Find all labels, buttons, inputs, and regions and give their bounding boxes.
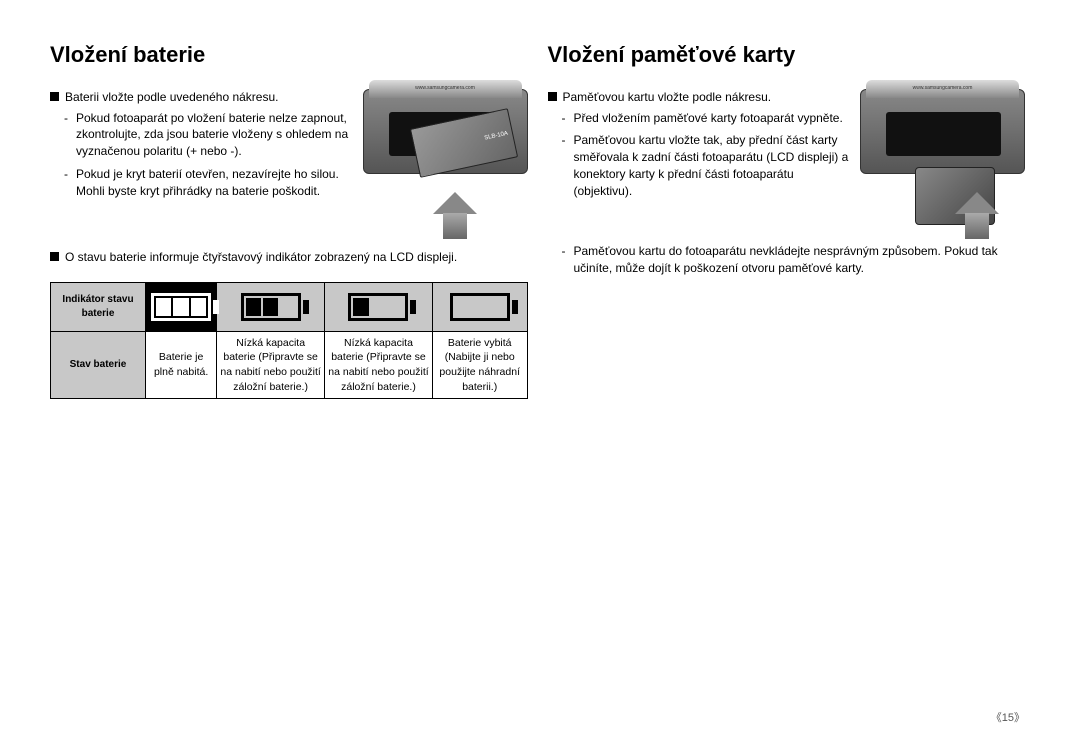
right-title: Vložení paměťové karty bbox=[548, 40, 1026, 71]
camera-top-label: www.samsungcamera.com bbox=[369, 80, 522, 98]
dash-list-wide: Paměťovou kartu do fotoaparátu nevkládej… bbox=[548, 243, 1026, 283]
left-section-row: Baterii vložte podle uvedeného nákresu. … bbox=[50, 89, 528, 239]
table-cell: Nízká kapacita baterie (Připravte se na … bbox=[217, 331, 325, 399]
table-cell: Nízká kapacita baterie (Připravte se na … bbox=[325, 331, 433, 399]
battery-icon-low-cell bbox=[325, 282, 433, 331]
battery-full-icon bbox=[151, 293, 211, 321]
arrow-up-icon bbox=[955, 192, 999, 239]
dash-item: Pokud fotoaparát po vložení baterie nelz… bbox=[64, 110, 353, 160]
table-header-cell: Indikátor stavu baterie bbox=[51, 282, 146, 331]
camera-body-shape: www.samsungcamera.com SLB-10A bbox=[363, 89, 528, 174]
table-row: Stav baterie Baterie je plně nabitá. Níz… bbox=[51, 331, 528, 399]
battery-status-table: Indikátor stavu baterie bbox=[50, 282, 528, 400]
table-header-cell: Stav baterie bbox=[51, 331, 146, 399]
battery-half-icon bbox=[241, 293, 301, 321]
camera-slot-shape bbox=[886, 112, 1001, 156]
left-column: Vložení baterie Baterii vložte podle uve… bbox=[50, 40, 528, 716]
table-cell: Baterie je plně nabitá. bbox=[146, 331, 217, 399]
bullet-line: Paměťovou kartu vložte podle nákresu. bbox=[548, 89, 851, 106]
bullet-line: Baterii vložte podle uvedeného nákresu. bbox=[50, 89, 353, 106]
battery-icon-full-cell bbox=[146, 282, 217, 331]
camera-top-label: www.samsungcamera.com bbox=[866, 80, 1019, 98]
memory-card-illustration: www.samsungcamera.com bbox=[860, 89, 1025, 239]
left-text-block: Baterii vložte podle uvedeného nákresu. … bbox=[50, 89, 353, 210]
manual-page: Vložení baterie Baterii vložte podle uve… bbox=[0, 0, 1080, 746]
dash-item: Před vložením paměťové karty fotoaparát … bbox=[562, 110, 851, 127]
dash-item: Paměťovou kartu do fotoaparátu nevkládej… bbox=[562, 243, 1026, 277]
right-column: Vložení paměťové karty Paměťovou kartu v… bbox=[548, 40, 1026, 716]
dash-item: Pokud je kryt baterií otevřen, nezavírej… bbox=[64, 166, 353, 200]
bullet-line: O stavu baterie informuje čtyřstavový in… bbox=[50, 249, 528, 266]
dash-list: Před vložením paměťové karty fotoaparát … bbox=[548, 110, 851, 200]
dash-item: Paměťovou kartu vložte tak, aby přední č… bbox=[562, 132, 851, 199]
arrow-up-icon bbox=[433, 192, 477, 239]
table-cell: Baterie vybitá (Nabijte ji nebo použijte… bbox=[432, 331, 527, 399]
left-title: Vložení baterie bbox=[50, 40, 528, 71]
square-bullet-icon bbox=[50, 252, 59, 261]
dash-list: Pokud fotoaparát po vložení baterie nelz… bbox=[50, 110, 353, 200]
camera-body-shape: www.samsungcamera.com bbox=[860, 89, 1025, 174]
square-bullet-icon bbox=[548, 92, 557, 101]
battery-empty-icon bbox=[450, 293, 510, 321]
right-section-row: Paměťovou kartu vložte podle nákresu. Př… bbox=[548, 89, 1026, 239]
battery-icon-half-cell bbox=[217, 282, 325, 331]
table-row: Indikátor stavu baterie bbox=[51, 282, 528, 331]
bullet-text: O stavu baterie informuje čtyřstavový in… bbox=[65, 249, 457, 266]
battery-icon-empty-cell bbox=[432, 282, 527, 331]
page-number: 《15》 bbox=[991, 711, 1025, 726]
battery-insert-illustration: www.samsungcamera.com SLB-10A bbox=[363, 89, 528, 239]
bullet-text: Baterii vložte podle uvedeného nákresu. bbox=[65, 89, 278, 106]
square-bullet-icon bbox=[50, 92, 59, 101]
right-text-block: Paměťovou kartu vložte podle nákresu. Př… bbox=[548, 89, 851, 210]
bullet-text: Paměťovou kartu vložte podle nákresu. bbox=[563, 89, 772, 106]
battery-low-icon bbox=[348, 293, 408, 321]
